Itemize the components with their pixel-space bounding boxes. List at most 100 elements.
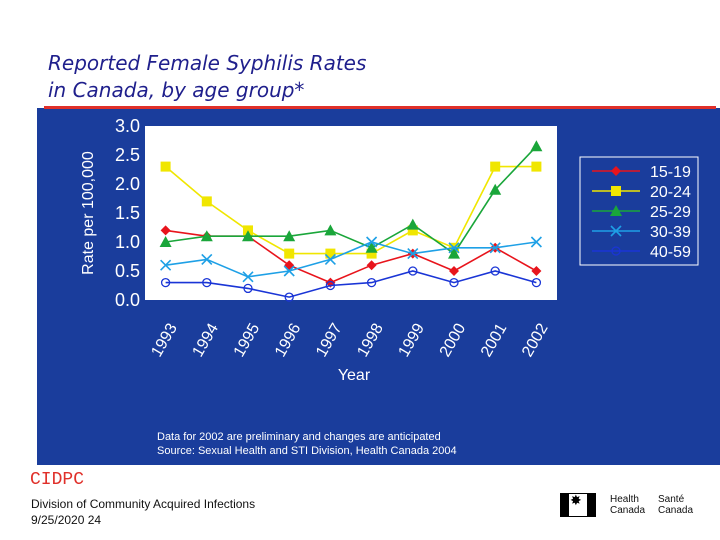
data-point-30-39 (324, 253, 336, 265)
health-canada-logo: ✸ Health Canada Santé Canada (560, 493, 695, 517)
data-point-25-29 (448, 247, 460, 259)
x-tick-label: 1993 (148, 321, 181, 360)
y-tick-label: 2.5 (115, 145, 140, 165)
x-tick-label: 1994 (190, 321, 223, 360)
x-axis-title: Year (338, 367, 371, 384)
data-point-40-59 (490, 266, 500, 276)
legend-marker-40-59 (611, 246, 621, 256)
data-point-20-24 (490, 161, 501, 172)
org-code: CIDPC (30, 470, 85, 490)
data-point-25-29 (324, 224, 337, 236)
flag-bar-left (561, 494, 569, 516)
x-tick-label: 1995 (231, 321, 264, 360)
x-tick-label: 1999 (396, 321, 429, 360)
data-point-40-59 (243, 283, 253, 294)
title-line-2: in Canada, by age group* (48, 78, 305, 102)
data-point-30-39 (448, 242, 460, 254)
maple-leaf-icon: ✸ (570, 492, 582, 508)
data-point-40-59 (449, 277, 459, 288)
data-point-20-24 (284, 248, 295, 259)
legend-label-25-29: 25-29 (650, 204, 691, 221)
title-rule (44, 106, 716, 109)
data-point-20-24 (531, 161, 542, 172)
slide-title: Reported Female Syphilis Rates in Canada,… (48, 50, 366, 104)
data-point-30-39 (283, 265, 295, 277)
x-tick-label: 1998 (354, 321, 387, 360)
data-point-30-39 (489, 242, 501, 254)
data-point-40-59 (408, 266, 418, 276)
series-line-20-24 (165, 165, 537, 255)
data-point-40-59 (202, 277, 212, 288)
legend-label-40-59: 40-59 (650, 244, 691, 261)
logo-english: Health Canada (610, 494, 645, 516)
x-tick-label: 2002 (519, 321, 552, 360)
data-point-25-29 (530, 140, 543, 152)
legend-box (579, 156, 699, 266)
date-page: 9/25/2020 24 (31, 513, 102, 527)
data-point-20-24 (325, 248, 336, 259)
x-tick-label: 1996 (272, 321, 305, 360)
y-tick-label: 1.0 (115, 232, 140, 252)
data-point-20-24 (201, 196, 212, 207)
x-tick-label: 2000 (437, 321, 470, 360)
data-point-40-59 (325, 280, 336, 291)
canada-flag-icon: ✸ (560, 493, 596, 517)
data-point-30-39 (530, 236, 542, 248)
data-point-25-29 (159, 236, 172, 247)
legend-label-15-19: 15-19 (650, 164, 691, 181)
footnote-source: Source: Sexual Health and STI Division, … (157, 445, 457, 457)
title-line-1: Reported Female Syphilis Rates (48, 51, 367, 75)
legend-label-30-39: 30-39 (650, 224, 691, 241)
data-point-25-29 (283, 230, 296, 242)
data-point-40-59 (160, 277, 171, 288)
footer-text: Division of Community Acquired Infection… (31, 496, 255, 528)
data-point-15-19 (160, 225, 171, 236)
data-point-30-39 (160, 259, 172, 271)
data-point-25-29 (489, 183, 502, 195)
logo-french: Santé Canada (658, 494, 693, 516)
data-point-15-19 (366, 260, 377, 271)
data-point-20-24 (160, 161, 171, 172)
data-point-30-39 (242, 271, 254, 283)
logo-en-line1: Health (610, 494, 639, 505)
legend-marker-30-39 (610, 225, 622, 237)
y-tick-label: 2.0 (115, 174, 140, 194)
y-axis-title: Rate per 100,000 (80, 151, 97, 275)
data-point-25-29 (200, 230, 213, 242)
plot-area (145, 126, 557, 300)
data-point-20-24 (407, 225, 418, 236)
data-point-30-39 (366, 236, 378, 248)
y-tick-label: 0.5 (115, 261, 140, 281)
division-name: Division of Community Acquired Infection… (31, 497, 256, 511)
chart-footnote: Data for 2002 are preliminary and change… (157, 430, 457, 458)
data-point-20-24 (366, 248, 377, 259)
data-point-25-29 (406, 218, 419, 230)
data-point-15-19 (531, 266, 542, 276)
flag-bar-right (587, 494, 595, 516)
data-point-25-29 (365, 241, 378, 253)
y-tick-label: 0.0 (115, 290, 140, 310)
data-point-15-19 (449, 266, 459, 276)
series-line-40-59 (165, 270, 537, 298)
footnote-preliminary: Data for 2002 are preliminary and change… (157, 431, 441, 443)
legend-marker-15-19 (611, 166, 621, 176)
x-tick-label: 1997 (313, 321, 346, 360)
legend-label-20-24: 20-24 (650, 184, 691, 201)
legend-marker-20-24 (611, 186, 621, 196)
data-point-40-59 (531, 277, 542, 288)
data-point-40-59 (284, 292, 294, 302)
x-tick-label: 2001 (478, 321, 511, 360)
series-line-30-39 (165, 241, 537, 278)
logo-fr-line1: Santé (658, 494, 685, 505)
logo-fr-line2: Canada (658, 505, 694, 516)
logo-en-line2: Canada (610, 505, 646, 516)
series-line-25-29 (165, 145, 537, 255)
data-point-30-39 (407, 248, 419, 260)
data-point-30-39 (201, 253, 213, 265)
data-point-40-59 (366, 277, 377, 288)
y-tick-label: 3.0 (115, 116, 140, 136)
data-point-25-29 (242, 230, 254, 242)
y-tick-label: 1.5 (115, 203, 140, 223)
